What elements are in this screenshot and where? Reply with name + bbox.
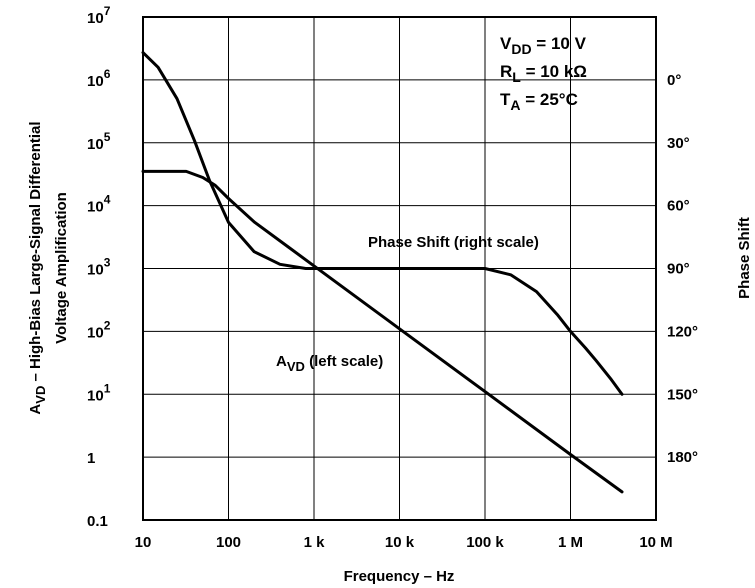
condition-value: = 10 kΩ xyxy=(521,62,587,81)
right-tick-label: 120° xyxy=(667,323,698,340)
y-tick-label: 106 xyxy=(87,67,111,90)
right-tick-label: 180° xyxy=(667,449,698,466)
y-tick-base: 0.1 xyxy=(87,513,108,530)
series-label-symbol: A xyxy=(276,353,287,370)
y-tick-exponent: 3 xyxy=(104,256,111,270)
y-axis-label-rest: – High-Bias Large-Signal Differential xyxy=(27,121,44,385)
y-tick-label: 107 xyxy=(87,4,111,27)
x-tick-label: 10 k xyxy=(385,534,415,551)
series-layer xyxy=(141,51,624,494)
y-tick-base: 10 xyxy=(87,387,104,404)
series-label-text: Phase Shift (right scale) xyxy=(368,234,539,251)
x-tick-label: 1 M xyxy=(558,534,583,551)
y-tick-label: 105 xyxy=(87,130,111,153)
y-tick-base: 10 xyxy=(87,199,104,216)
condition-label: VDD = 10 V xyxy=(500,34,587,57)
x-tick-label: 100 k xyxy=(466,534,504,551)
series-label-avd: AVD (left scale) xyxy=(276,353,383,374)
y-tick-label: 0.1 xyxy=(87,513,108,530)
y-axis-label-symbol: A xyxy=(27,404,44,415)
series-label-subscript: VD xyxy=(287,359,305,374)
condition-label: TA = 25°C xyxy=(500,90,578,113)
x-axis-label: Frequency – Hz xyxy=(344,568,455,585)
condition-symbol: V xyxy=(500,34,512,53)
x-tick-label: 10 xyxy=(135,534,152,551)
y-tick-base: 1 xyxy=(87,450,95,467)
condition-label: RL = 10 kΩ xyxy=(500,62,587,85)
y-tick-exponent: 1 xyxy=(104,381,111,395)
y-tick-exponent: 2 xyxy=(104,318,111,332)
condition-symbol: T xyxy=(500,90,511,109)
x-tick-label: 1 k xyxy=(304,534,326,551)
condition-subscript: A xyxy=(510,97,520,113)
y-tick-base: 10 xyxy=(87,324,104,341)
x-tick-label: 100 xyxy=(216,534,241,551)
y-tick-base: 10 xyxy=(87,10,104,27)
y-axis-label-subscript: VD xyxy=(33,386,48,404)
right-tick-label: 30° xyxy=(667,135,690,152)
right-tick-label: 90° xyxy=(667,261,690,278)
condition-value: = 10 V xyxy=(532,34,587,53)
series-line-avd xyxy=(141,169,624,494)
x-tick-label: 10 M xyxy=(639,534,672,551)
right-tick-label: 150° xyxy=(667,386,698,403)
y-tick-label: 101 xyxy=(87,381,111,404)
y-tick-exponent: 4 xyxy=(104,193,111,207)
plot-frame xyxy=(142,16,657,521)
condition-symbol: R xyxy=(500,62,512,81)
y-tick-exponent: 7 xyxy=(104,4,111,18)
labels: AVD (left scale)Phase Shift (right scale… xyxy=(276,34,587,374)
condition-subscript: DD xyxy=(511,41,531,57)
y-axis-label-line2: Voltage Amplification xyxy=(53,192,70,344)
series-label-text: (left scale) xyxy=(305,353,383,370)
y-tick-base: 10 xyxy=(87,262,104,279)
y-tick-label: 102 xyxy=(87,318,111,341)
y-tick-exponent: 5 xyxy=(104,130,111,144)
y-tick-label: 104 xyxy=(87,193,111,216)
y-tick-label: 1 xyxy=(87,450,95,467)
condition-subscript: L xyxy=(512,69,521,85)
y-tick-base: 10 xyxy=(87,73,104,90)
series-line-phase xyxy=(141,51,624,396)
y-axis-label-line1: AVD – High-Bias Large-Signal Differentia… xyxy=(27,121,48,414)
condition-value: = 25°C xyxy=(521,90,578,109)
right-tick-label: 0° xyxy=(667,72,681,89)
y-tick-label: 103 xyxy=(87,256,111,279)
y-tick-exponent: 6 xyxy=(104,67,111,81)
right-tick-label: 60° xyxy=(667,198,690,215)
y-tick-base: 10 xyxy=(87,136,104,153)
series-label-phase: Phase Shift (right scale) xyxy=(368,234,539,251)
right-axis-label: Phase Shift xyxy=(736,217,753,299)
